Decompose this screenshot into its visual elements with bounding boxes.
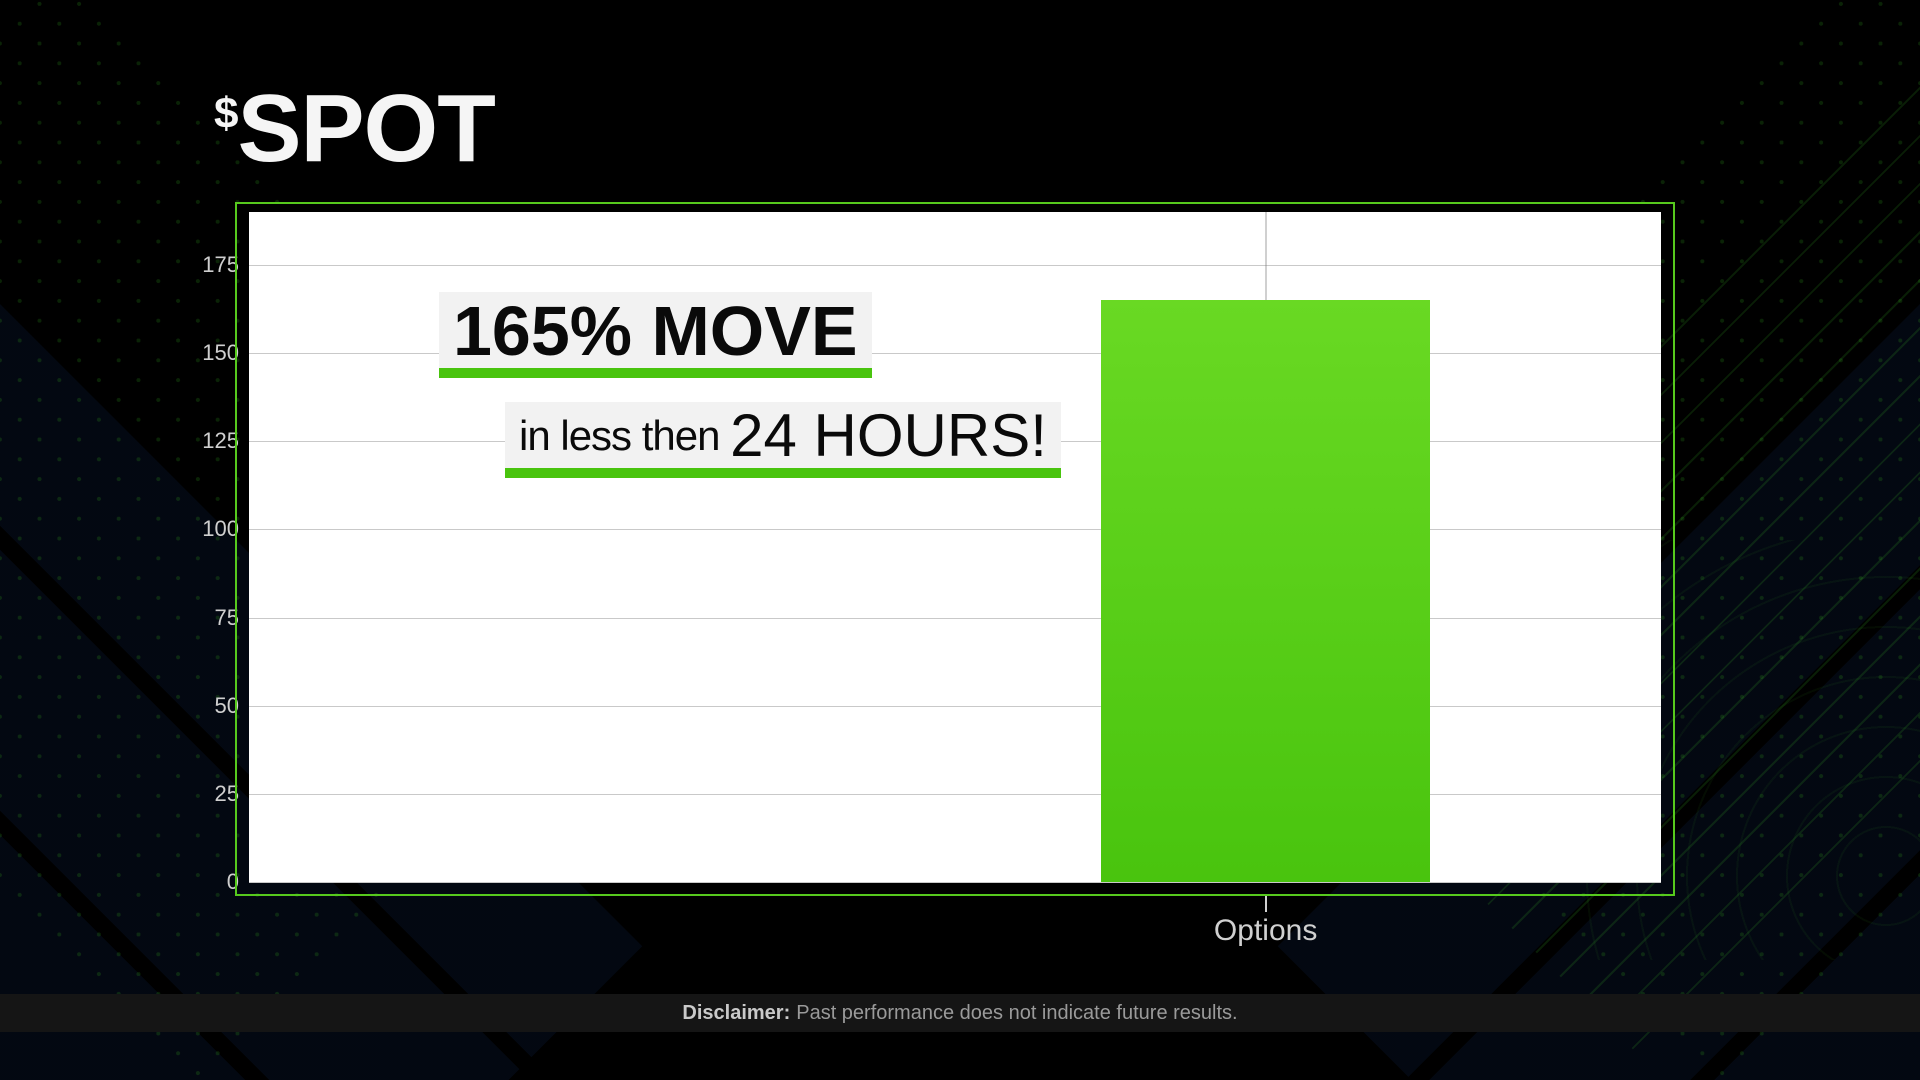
y-tick-label: 125 [184, 428, 239, 454]
ticker-prefix: $ [214, 89, 237, 138]
callout-time-thin: in less then [519, 412, 730, 459]
ticker-symbol: SPOT [237, 75, 494, 182]
x-tick-options [1265, 896, 1267, 912]
chart-plot-area: 165% MOVE in less then 24 HOURS! [249, 212, 1661, 882]
gridline [249, 265, 1661, 266]
y-tick-label: 0 [184, 869, 239, 895]
bar-options [1101, 300, 1430, 882]
callout-move-text: 165% MOVE [453, 292, 858, 370]
x-label-options: Options [1214, 914, 1317, 948]
disclaimer-label: Disclaimer: [682, 1002, 790, 1025]
y-tick-label: 50 [184, 693, 239, 719]
y-tick-label: 100 [184, 516, 239, 542]
y-tick-label: 75 [184, 605, 239, 631]
callout-time-strong: 24 HOURS! [730, 402, 1047, 469]
gridline [249, 882, 1661, 883]
disclaimer-text: Past performance does not indicate futur… [796, 1002, 1237, 1025]
gridline [249, 794, 1661, 795]
gridline [249, 529, 1661, 530]
disclaimer-bar: Disclaimer: Past performance does not in… [0, 994, 1920, 1032]
callout-move: 165% MOVE [439, 292, 872, 378]
y-tick-label: 175 [184, 252, 239, 278]
y-tick-label: 150 [184, 340, 239, 366]
ticker-title: $SPOT [214, 86, 495, 172]
gridline [249, 706, 1661, 707]
chart: 0255075100125150175 165% MOVE in less th… [235, 202, 1675, 896]
y-tick-label: 25 [184, 781, 239, 807]
gridline [249, 618, 1661, 619]
callout-time: in less then 24 HOURS! [505, 402, 1061, 478]
